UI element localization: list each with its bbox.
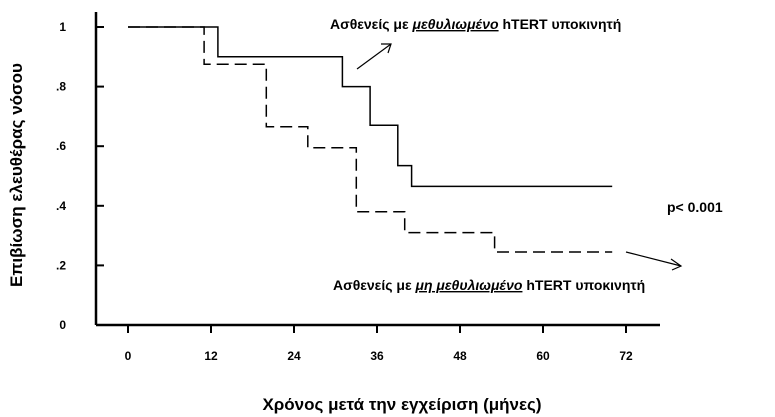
annotation-methylated-prefix: Ασθενείς με xyxy=(330,16,413,32)
curve-solid xyxy=(128,26,613,188)
x-tick-label: 60 xyxy=(536,349,550,363)
annotation-unmethylated-prefix: Ασθενείς με xyxy=(333,277,416,293)
x-axis-title: Χρόνος μετά την εγχείριση (μήνες) xyxy=(262,395,541,414)
x-tick-label: 72 xyxy=(619,349,633,363)
y-tick-label: .2 xyxy=(56,258,66,272)
x-tick-label: 24 xyxy=(287,349,301,363)
y-tick-label: .4 xyxy=(56,199,66,213)
annotation-methylated-suffix: hTERT υποκινητή xyxy=(499,16,622,32)
annotation-methylated: Ασθενείς με μεθυλιωμένο hTERT υποκινητή xyxy=(330,16,621,32)
annotation-methylated-emphasis: μεθυλιωμένο xyxy=(412,16,500,32)
y-axis-title: Επιβίωση ελευθέρας νόσου xyxy=(7,63,26,287)
curve-dashed xyxy=(128,26,613,253)
arrow-methylated xyxy=(356,43,392,70)
x-tick-label: 0 xyxy=(125,349,132,363)
annotation-unmethylated: Ασθενείς με μη μεθυλιωμένο hTERT υποκινη… xyxy=(333,277,645,293)
x-tick-label: 48 xyxy=(453,349,467,363)
x-ticks: 0 12 24 36 48 60 72 xyxy=(125,325,633,363)
p-value-label: p< 0.001 xyxy=(667,199,723,215)
annotation-unmethylated-emphasis: μη μεθυλιωμένο xyxy=(415,277,523,293)
y-ticks: 0 .2 .4 .6 .8 1 xyxy=(56,20,104,332)
y-tick-label: .8 xyxy=(56,80,66,94)
survival-curves xyxy=(128,26,613,253)
x-tick-label: 36 xyxy=(370,349,384,363)
annotation-unmethylated-suffix: hTERT υποκινητή xyxy=(522,277,645,293)
y-tick-label: 0 xyxy=(59,318,66,332)
y-tick-label: .6 xyxy=(56,139,66,153)
arrow-unmethylated xyxy=(625,251,683,271)
x-tick-label: 12 xyxy=(204,349,218,363)
y-tick-label: 1 xyxy=(59,20,66,34)
